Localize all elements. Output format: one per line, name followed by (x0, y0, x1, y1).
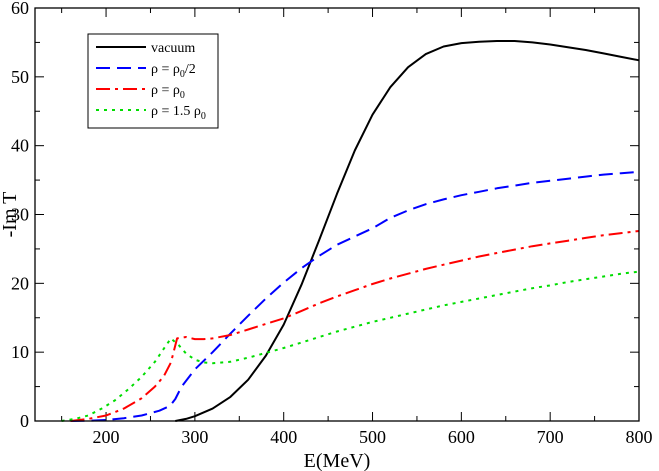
y-axis-label: -Im T (0, 192, 21, 238)
series-line-1 (175, 40, 640, 422)
legend-label-base: ρ = ρ (151, 62, 180, 77)
plot-frame (34, 7, 640, 422)
x-tick-label: 200 (93, 427, 120, 447)
x-tick-label: 800 (626, 427, 653, 447)
y-tick-label: 60 (11, 0, 29, 18)
x-tick-label: 400 (270, 427, 297, 447)
series-layer (61, 40, 640, 422)
legend-label-3: ρ = ρ0 (151, 83, 185, 101)
legend-label-suffix: /2 (185, 62, 196, 77)
series-line-4 (61, 270, 640, 422)
legend-label-base: ρ = ρ (151, 83, 180, 98)
legend-label-1: vacuum (151, 41, 195, 56)
x-tick-label: 300 (181, 427, 208, 447)
legend-label-base: ρ = 1.5 ρ (151, 104, 201, 119)
legend-label-4: ρ = 1.5 ρ0 (151, 104, 206, 122)
legend-label-base: vacuum (151, 41, 195, 56)
y-tick-label: 50 (11, 67, 29, 87)
x-tick-label: 700 (537, 427, 564, 447)
legend-label-2: ρ = ρ0/2 (151, 62, 196, 80)
x-tick-label: 600 (448, 427, 475, 447)
legend-box (87, 33, 219, 129)
y-tick-label: 20 (11, 273, 29, 293)
legend-label-subscript: 0 (201, 111, 206, 122)
y-tick-label: 10 (11, 342, 29, 362)
series-line-3 (70, 230, 640, 422)
y-tick-label: 0 (20, 411, 29, 431)
series-line-2 (70, 170, 640, 422)
legend-label-subscript: 0 (180, 69, 185, 80)
tick-labels: 200 300 400 500 600 700 800 0 10 20 30 40 50 60 (11, 0, 653, 447)
y-tick-label: 30 (11, 205, 29, 225)
x-tick-label: 500 (359, 427, 386, 447)
x-axis-label: E(MeV) (304, 450, 371, 471)
y-tick-label: 40 (11, 136, 29, 156)
legend-label-subscript: 0 (180, 90, 185, 101)
